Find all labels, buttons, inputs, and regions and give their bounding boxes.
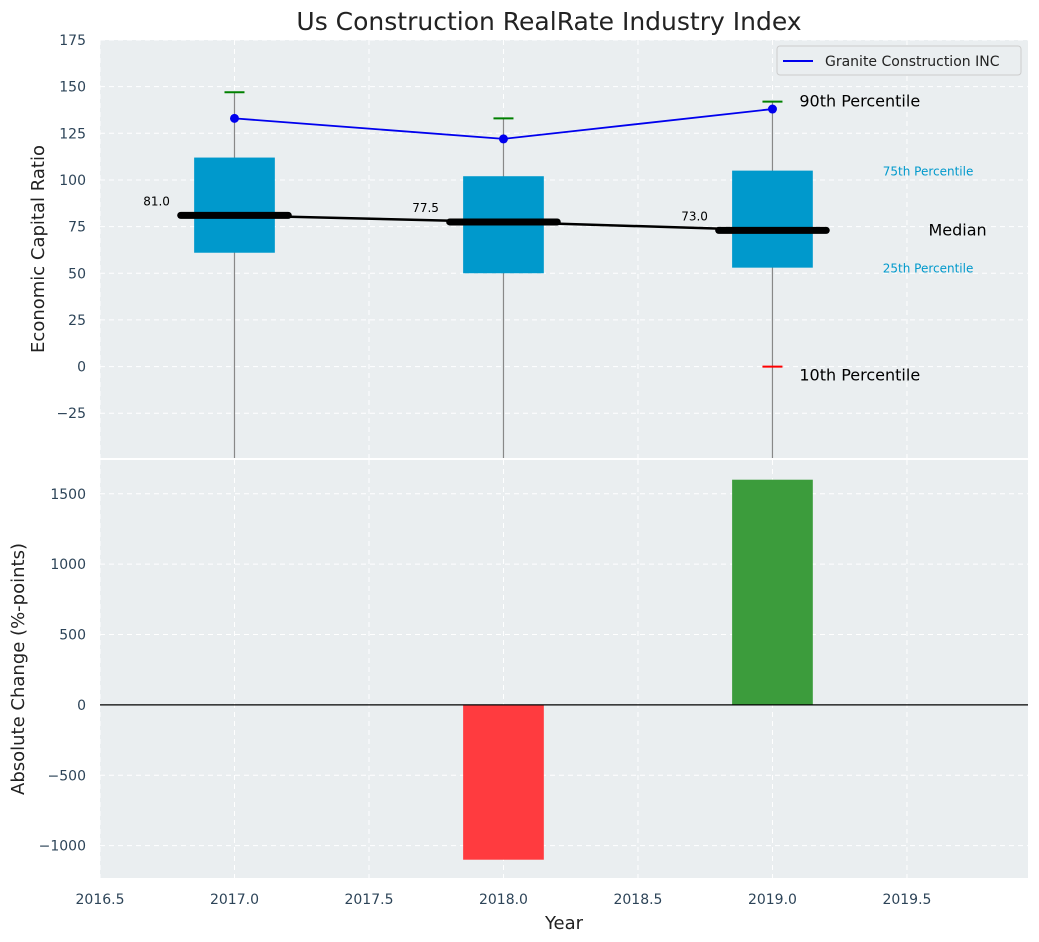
change-bar [463,704,544,860]
x-tick-label: 2019.0 [748,892,797,908]
x-tick-label: 2016.5 [76,892,125,908]
bottom-plot-area [100,460,1028,878]
legend: Granite Construction INC [776,45,1022,76]
box-iqr [194,157,275,253]
whiskers [233,92,774,458]
y-tick-label: 125 [59,126,86,142]
x-tick-label: 2018.0 [479,892,528,908]
y-tick-label: 100 [59,173,86,189]
company-series [229,104,777,144]
top-panel: −25 0 25 50 75 100 125 150 175 81.0 77.5 73.0 90th… [28,33,1028,458]
median-value-label: 73.0 [681,209,708,223]
percentile-annotations: 90th Percentile 75th Percentile Median 2… [799,92,986,385]
bottom-panel: −1000 −500 0 500 1000 1500 2016.5 2017.0 2017.5… [8,460,1028,934]
legend-label: Granite Construction INC [825,54,1000,70]
y-tick-label: 1500 [50,487,86,503]
annotation-25th: 25th Percentile [883,262,974,276]
change-bar [732,479,813,705]
y-tick-label: 0 [77,698,86,714]
percentile-caps [224,91,783,368]
legend-frame [776,45,1022,76]
top-y-tick-labels: −25 0 25 50 75 100 125 150 175 [56,33,86,422]
y-tick-label: 0 [77,360,86,376]
top-y-axis-label: Economic Capital Ratio [28,145,49,353]
y-tick-label: 150 [59,80,86,96]
x-tick-labels: 2016.5 2017.0 2017.5 2018.0 2018.5 2019.0 2019… [76,892,932,908]
annotation-10th: 10th Percentile [799,366,920,385]
y-tick-label: 175 [59,33,86,49]
y-tick-label: 1000 [50,557,86,573]
x-tick-label: 2018.5 [613,892,662,908]
median-value-label: 81.0 [143,194,170,208]
boxes [194,157,813,274]
y-tick-label: 75 [68,220,86,236]
y-tick-label: −25 [56,406,86,422]
y-tick-label: 25 [68,313,86,329]
median-labels: 81.0 77.5 73.0 [143,194,708,223]
series-point [498,134,508,144]
x-tick-label: 2017.0 [210,892,259,908]
change-bars [463,479,813,860]
annotation-90th: 90th Percentile [799,92,920,111]
x-tick-label: 2017.5 [344,892,393,908]
bottom-y-axis-label: Absolute Change (%-points) [8,543,29,795]
median-bars [177,211,830,234]
annotation-75th: 75th Percentile [883,165,974,179]
y-tick-label: 50 [68,266,86,282]
y-tick-label: 500 [59,628,86,644]
x-tick-label: 2019.5 [882,892,931,908]
median-value-label: 77.5 [412,201,439,215]
y-tick-label: −1000 [39,839,86,855]
box-iqr [732,170,813,268]
chart-title: Us Construction RealRate Industry Index [296,7,801,36]
bottom-y-tick-labels: −1000 −500 0 500 1000 1500 [39,487,86,855]
y-tick-label: −500 [48,768,86,784]
series-point [767,104,777,114]
series-point [229,113,239,123]
x-axis-label: Year [544,913,584,934]
annotation-median: Median [928,220,986,239]
